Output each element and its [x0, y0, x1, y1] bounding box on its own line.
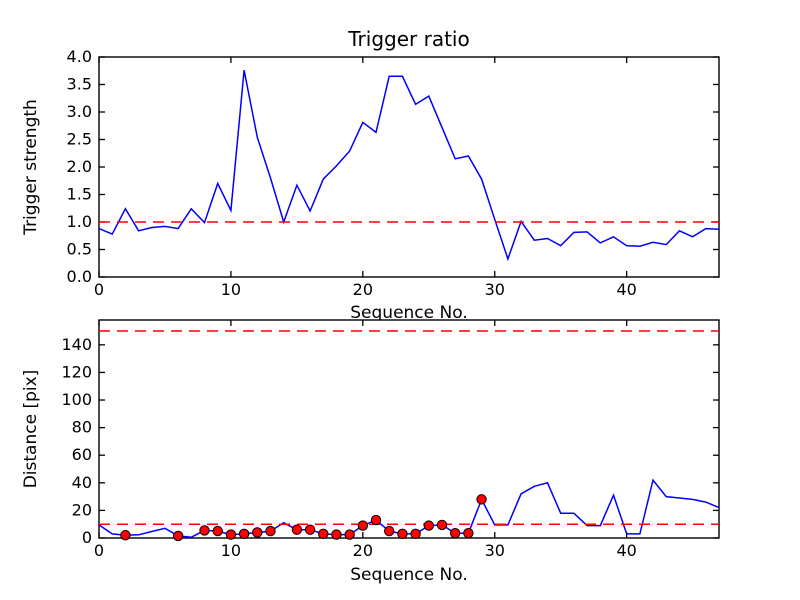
svg-text:0: 0: [94, 280, 104, 299]
svg-text:0: 0: [94, 541, 104, 560]
top-x-axis-label: Sequence No.: [350, 303, 468, 323]
svg-text:0.0: 0.0: [67, 267, 92, 286]
svg-text:40: 40: [616, 541, 636, 560]
svg-text:20: 20: [353, 280, 373, 299]
svg-text:20: 20: [72, 500, 92, 519]
svg-text:80: 80: [72, 418, 92, 437]
svg-text:10: 10: [221, 280, 241, 299]
svg-text:0.5: 0.5: [67, 240, 92, 259]
svg-text:3.5: 3.5: [67, 75, 92, 94]
svg-text:4.0: 4.0: [67, 47, 92, 66]
svg-text:30: 30: [485, 541, 505, 560]
svg-text:2.5: 2.5: [67, 130, 92, 149]
svg-text:0: 0: [82, 528, 92, 547]
svg-text:120: 120: [61, 362, 92, 381]
svg-text:30: 30: [485, 280, 505, 299]
svg-text:3.0: 3.0: [67, 102, 92, 121]
svg-text:40: 40: [616, 280, 636, 299]
svg-text:40: 40: [72, 473, 92, 492]
svg-text:2.0: 2.0: [67, 157, 92, 176]
svg-text:100: 100: [61, 390, 92, 409]
svg-text:60: 60: [72, 445, 92, 464]
chart-title: Trigger ratio: [348, 27, 470, 51]
svg-text:20: 20: [353, 541, 373, 560]
svg-text:1.0: 1.0: [67, 212, 92, 231]
bottom-x-axis-label: Sequence No.: [350, 565, 468, 585]
svg-text:1.5: 1.5: [67, 185, 92, 204]
svg-text:140: 140: [61, 335, 92, 354]
svg-text:10: 10: [221, 541, 241, 560]
